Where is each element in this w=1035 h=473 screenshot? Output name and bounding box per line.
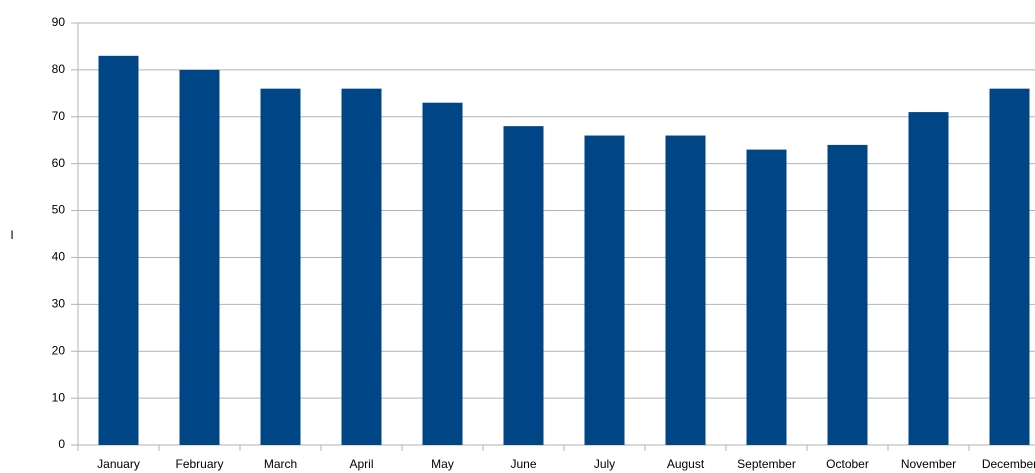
y-axis-label: I xyxy=(10,228,13,242)
bar xyxy=(341,88,382,446)
y-tick-label: 10 xyxy=(52,390,66,404)
y-tick-label: 50 xyxy=(52,203,66,217)
bar xyxy=(422,102,463,445)
y-tick-label: 70 xyxy=(52,109,66,123)
x-tick-label: September xyxy=(737,457,796,471)
x-tick-label: January xyxy=(97,457,140,471)
x-tick-label: May xyxy=(431,457,454,471)
x-tick-label: November xyxy=(901,457,956,471)
x-tick-label: August xyxy=(667,457,705,471)
y-tick-label: 0 xyxy=(58,437,65,451)
bar xyxy=(746,149,787,445)
bar xyxy=(989,88,1030,446)
y-tick-label: 40 xyxy=(52,250,66,264)
x-tick-label: February xyxy=(175,457,223,471)
y-tick-label: 80 xyxy=(52,62,66,76)
y-tick-label: 90 xyxy=(52,15,66,29)
x-tick-label: July xyxy=(594,457,615,471)
x-tick-label: June xyxy=(510,457,536,471)
x-tick-label: April xyxy=(349,457,373,471)
bar xyxy=(503,126,544,446)
bar xyxy=(98,55,139,445)
bar xyxy=(665,135,706,446)
bar xyxy=(584,135,625,446)
x-tick-label: October xyxy=(826,457,869,471)
x-tick-label: December xyxy=(982,457,1035,471)
bar xyxy=(179,69,220,445)
y-tick-label: 20 xyxy=(52,343,66,357)
bar xyxy=(908,112,949,445)
y-tick-label: 60 xyxy=(52,156,66,170)
bar xyxy=(827,144,868,445)
x-tick-label: March xyxy=(264,457,297,471)
y-tick-label: 30 xyxy=(52,297,66,311)
bar xyxy=(260,88,301,446)
